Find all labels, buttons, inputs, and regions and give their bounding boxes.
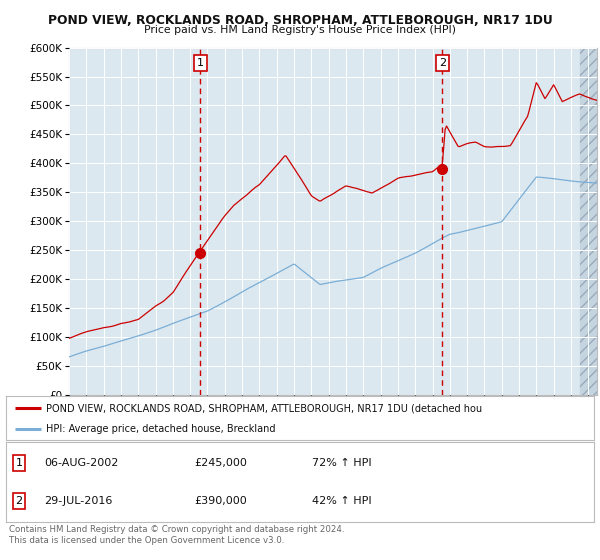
Text: POND VIEW, ROCKLANDS ROAD, SHROPHAM, ATTLEBOROUGH, NR17 1DU: POND VIEW, ROCKLANDS ROAD, SHROPHAM, ATT… [47, 14, 553, 27]
Text: £390,000: £390,000 [194, 496, 247, 506]
Text: HPI: Average price, detached house, Breckland: HPI: Average price, detached house, Brec… [46, 424, 275, 434]
Text: POND VIEW, ROCKLANDS ROAD, SHROPHAM, ATTLEBOROUGH, NR17 1DU (detached hou: POND VIEW, ROCKLANDS ROAD, SHROPHAM, ATT… [46, 403, 482, 413]
Text: Contains HM Land Registry data © Crown copyright and database right 2024.
This d: Contains HM Land Registry data © Crown c… [9, 525, 344, 545]
Bar [580, 48, 597, 395]
Text: 2: 2 [439, 58, 446, 68]
Text: 42% ↑ HPI: 42% ↑ HPI [312, 496, 371, 506]
Bar [580, 48, 597, 395]
Text: 29-JUL-2016: 29-JUL-2016 [44, 496, 113, 506]
Text: 1: 1 [197, 58, 204, 68]
Text: 2: 2 [16, 496, 22, 506]
Text: 06-AUG-2002: 06-AUG-2002 [44, 458, 119, 468]
Text: £245,000: £245,000 [194, 458, 247, 468]
Text: Price paid vs. HM Land Registry's House Price Index (HPI): Price paid vs. HM Land Registry's House … [144, 25, 456, 35]
Text: 72% ↑ HPI: 72% ↑ HPI [312, 458, 371, 468]
Text: 1: 1 [16, 458, 22, 468]
